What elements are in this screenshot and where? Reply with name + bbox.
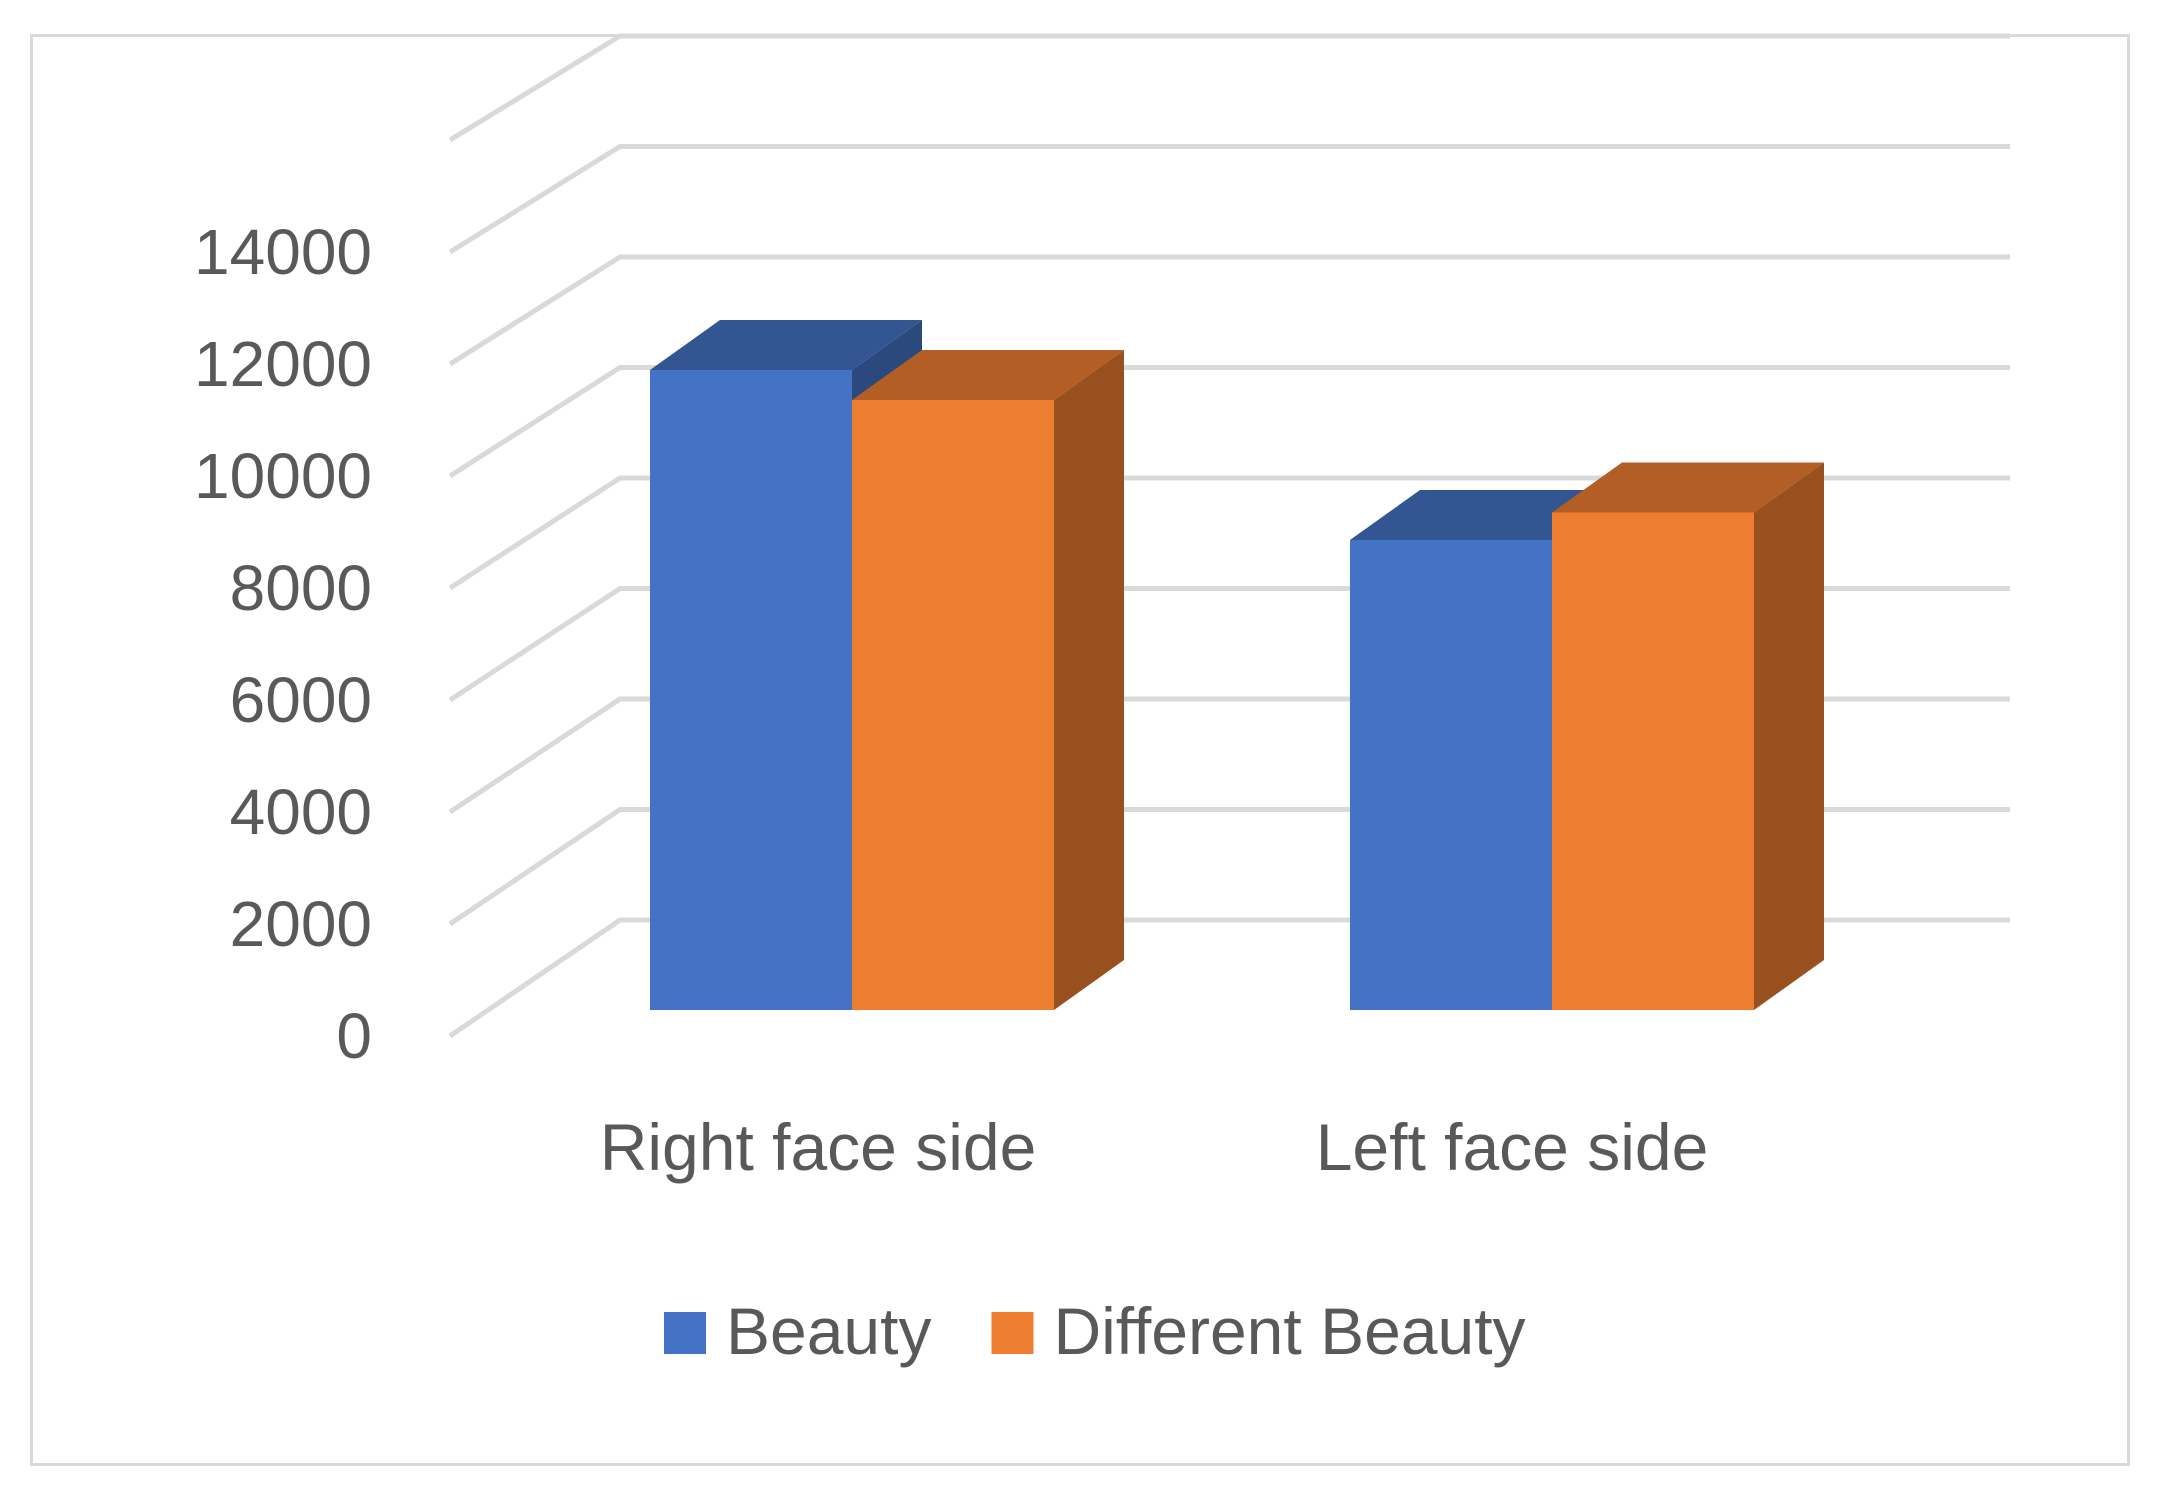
- y-tick-label-2: 4000: [230, 776, 372, 848]
- y-tick-label-5: 10000: [194, 440, 372, 512]
- y-tick-label-7: 14000: [194, 216, 372, 288]
- x-category-label-1: Left face side: [1316, 1110, 1709, 1184]
- legend-swatch-1: [991, 1312, 1034, 1354]
- legend-swatch-0: [664, 1312, 706, 1354]
- y-axis-tick-labels: 0 2000 4000 6000 8000 10000 12000 14000: [194, 216, 372, 1072]
- legend-label-0: Beauty: [726, 1294, 931, 1368]
- y-tick-label-4: 8000: [230, 552, 372, 624]
- gridline-5: [448, 365, 2010, 479]
- bar-different-beauty-0: [852, 350, 1124, 1010]
- gridline-7: [448, 144, 2010, 255]
- y-tick-label-1: 2000: [230, 888, 372, 960]
- x-axis-category-labels: Right face side Left face side: [600, 1110, 1709, 1184]
- bar-different-beauty-1: [1552, 462, 1824, 1010]
- legend-item-0: Beauty: [664, 1294, 931, 1368]
- bars: [650, 320, 1824, 1010]
- legend: Beauty Different Beauty: [664, 1294, 1526, 1368]
- legend-item-1: Different Beauty: [991, 1294, 1526, 1368]
- x-category-label-0: Right face side: [600, 1110, 1037, 1184]
- y-tick-label-0: 0: [336, 1000, 372, 1072]
- gridline-6: [448, 254, 2010, 367]
- gridline-4: [448, 475, 2010, 591]
- gridline-8: [448, 33, 2010, 143]
- legend-label-1: Different Beauty: [1053, 1294, 1525, 1368]
- y-tick-label-6: 12000: [194, 328, 372, 400]
- y-tick-label-3: 6000: [230, 664, 372, 736]
